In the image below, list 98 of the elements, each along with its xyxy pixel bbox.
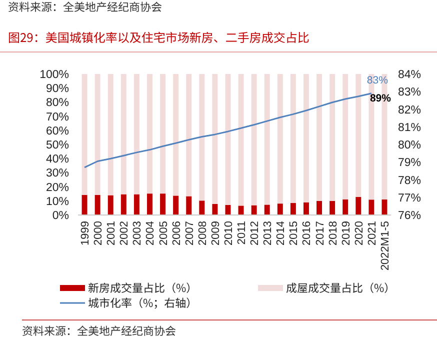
y-tick-label: 70% — [46, 111, 69, 124]
bar — [238, 74, 244, 206]
y-tick-label: 80% — [46, 97, 69, 110]
y-tick-label: 20% — [46, 182, 69, 194]
x-tick-label: 2008 — [196, 221, 209, 246]
bar — [120, 74, 126, 194]
x-tick-label: 2007 — [184, 221, 196, 246]
y2-tick-label: 77% — [398, 192, 422, 204]
bar — [356, 196, 362, 215]
bar — [82, 194, 88, 215]
y-tick-label: 30% — [46, 168, 69, 180]
bar — [225, 74, 231, 205]
y2-tick-label: 80% — [398, 140, 422, 152]
bar — [290, 203, 296, 215]
bar — [264, 204, 270, 215]
x-tick-label: 2009 — [210, 221, 222, 246]
x-tick-label: 2016 — [301, 221, 314, 246]
bar — [316, 74, 322, 201]
y2-tick-label: 83% — [398, 86, 422, 99]
x-tick-label: 2017 — [314, 221, 326, 246]
bar — [277, 204, 283, 215]
bar — [120, 194, 126, 215]
x-tick-label: 2018 — [327, 221, 340, 246]
bar — [199, 74, 205, 201]
x-tick-label: 2013 — [262, 221, 274, 246]
data-label: 83% — [366, 74, 388, 86]
bar — [212, 204, 218, 215]
y2-tick-label: 82% — [398, 104, 422, 116]
y-tick-label: 100% — [40, 69, 69, 81]
bar — [290, 74, 296, 204]
bar — [330, 200, 336, 215]
y-tick-label: 50% — [46, 140, 69, 152]
bar — [186, 196, 192, 215]
x-tick-label: 2000 — [92, 221, 105, 246]
title: 图29：美国城镇化率以及住宅市场新房、二手房成交占比 — [8, 29, 310, 46]
bar — [303, 74, 309, 202]
bar — [146, 74, 152, 194]
bar — [146, 194, 152, 215]
x-tick-label: 2006 — [170, 221, 183, 246]
bar — [316, 200, 322, 215]
bar — [264, 74, 270, 205]
bar — [108, 74, 114, 196]
x-tick-label: 2022M1-5 — [379, 221, 392, 271]
bar — [382, 199, 388, 215]
x-tick-label: 2005 — [158, 221, 170, 246]
legend-label: 新房成交量占比（%） — [88, 280, 198, 296]
bar — [94, 74, 100, 195]
y2-tick-label: 76% — [398, 210, 422, 222]
x-tick-label: 2004 — [144, 221, 157, 246]
x-tick-label: 2020 — [353, 221, 366, 246]
annotation: 资料来源：全美地产经纪商协会 — [8, 0, 162, 15]
y-tick-label: 90% — [46, 83, 69, 96]
x-tick-label: 2001 — [106, 221, 118, 246]
bar — [134, 194, 140, 215]
data-label: 89% — [370, 92, 392, 105]
bar — [356, 74, 362, 197]
x-tick-label: 2010 — [222, 221, 235, 246]
x-tick-label: 2021 — [366, 221, 378, 246]
x-tick-label: 2019 — [340, 221, 352, 246]
bar — [342, 74, 348, 200]
bar — [199, 200, 205, 215]
x-tick-label: 2014 — [275, 221, 288, 246]
y2-tick-label: 78% — [398, 174, 422, 187]
y2-tick-label: 79% — [398, 157, 422, 170]
bar — [330, 74, 336, 201]
bar — [238, 206, 244, 215]
bar — [94, 194, 100, 215]
legend-label: 城市化率（%；右轴） — [88, 295, 198, 311]
bar — [251, 205, 257, 215]
bar — [82, 74, 88, 195]
bar — [160, 194, 166, 215]
bar — [251, 74, 257, 206]
bar — [173, 74, 179, 196]
y-tick-label: 0% — [52, 210, 69, 222]
x-tick-label: 2015 — [288, 221, 300, 246]
y-tick-label: 60% — [46, 125, 69, 138]
legend-label: 成屋成交量占比（%） — [286, 280, 396, 296]
y2-tick-label: 81% — [398, 122, 422, 134]
bar — [134, 74, 140, 194]
bar — [108, 195, 114, 215]
bar — [212, 74, 218, 204]
bar — [173, 196, 179, 215]
bar — [225, 204, 231, 215]
x-tick-label: 2011 — [236, 221, 248, 245]
bar — [160, 74, 166, 194]
annotation: 资料来源：全美地产经纪商协会 — [22, 323, 176, 339]
bar — [277, 74, 283, 204]
bar — [186, 74, 192, 196]
bar — [342, 199, 348, 215]
x-tick-label: 2012 — [249, 221, 262, 246]
x-tick-label: 2002 — [118, 221, 131, 246]
y-tick-label: 10% — [46, 196, 69, 208]
x-tick-label: 1999 — [80, 221, 92, 246]
bar — [368, 200, 374, 215]
y2-tick-label: 84% — [398, 69, 422, 81]
x-tick-label: 2003 — [132, 221, 144, 246]
bar — [303, 202, 309, 215]
y-tick-label: 40% — [46, 154, 69, 166]
